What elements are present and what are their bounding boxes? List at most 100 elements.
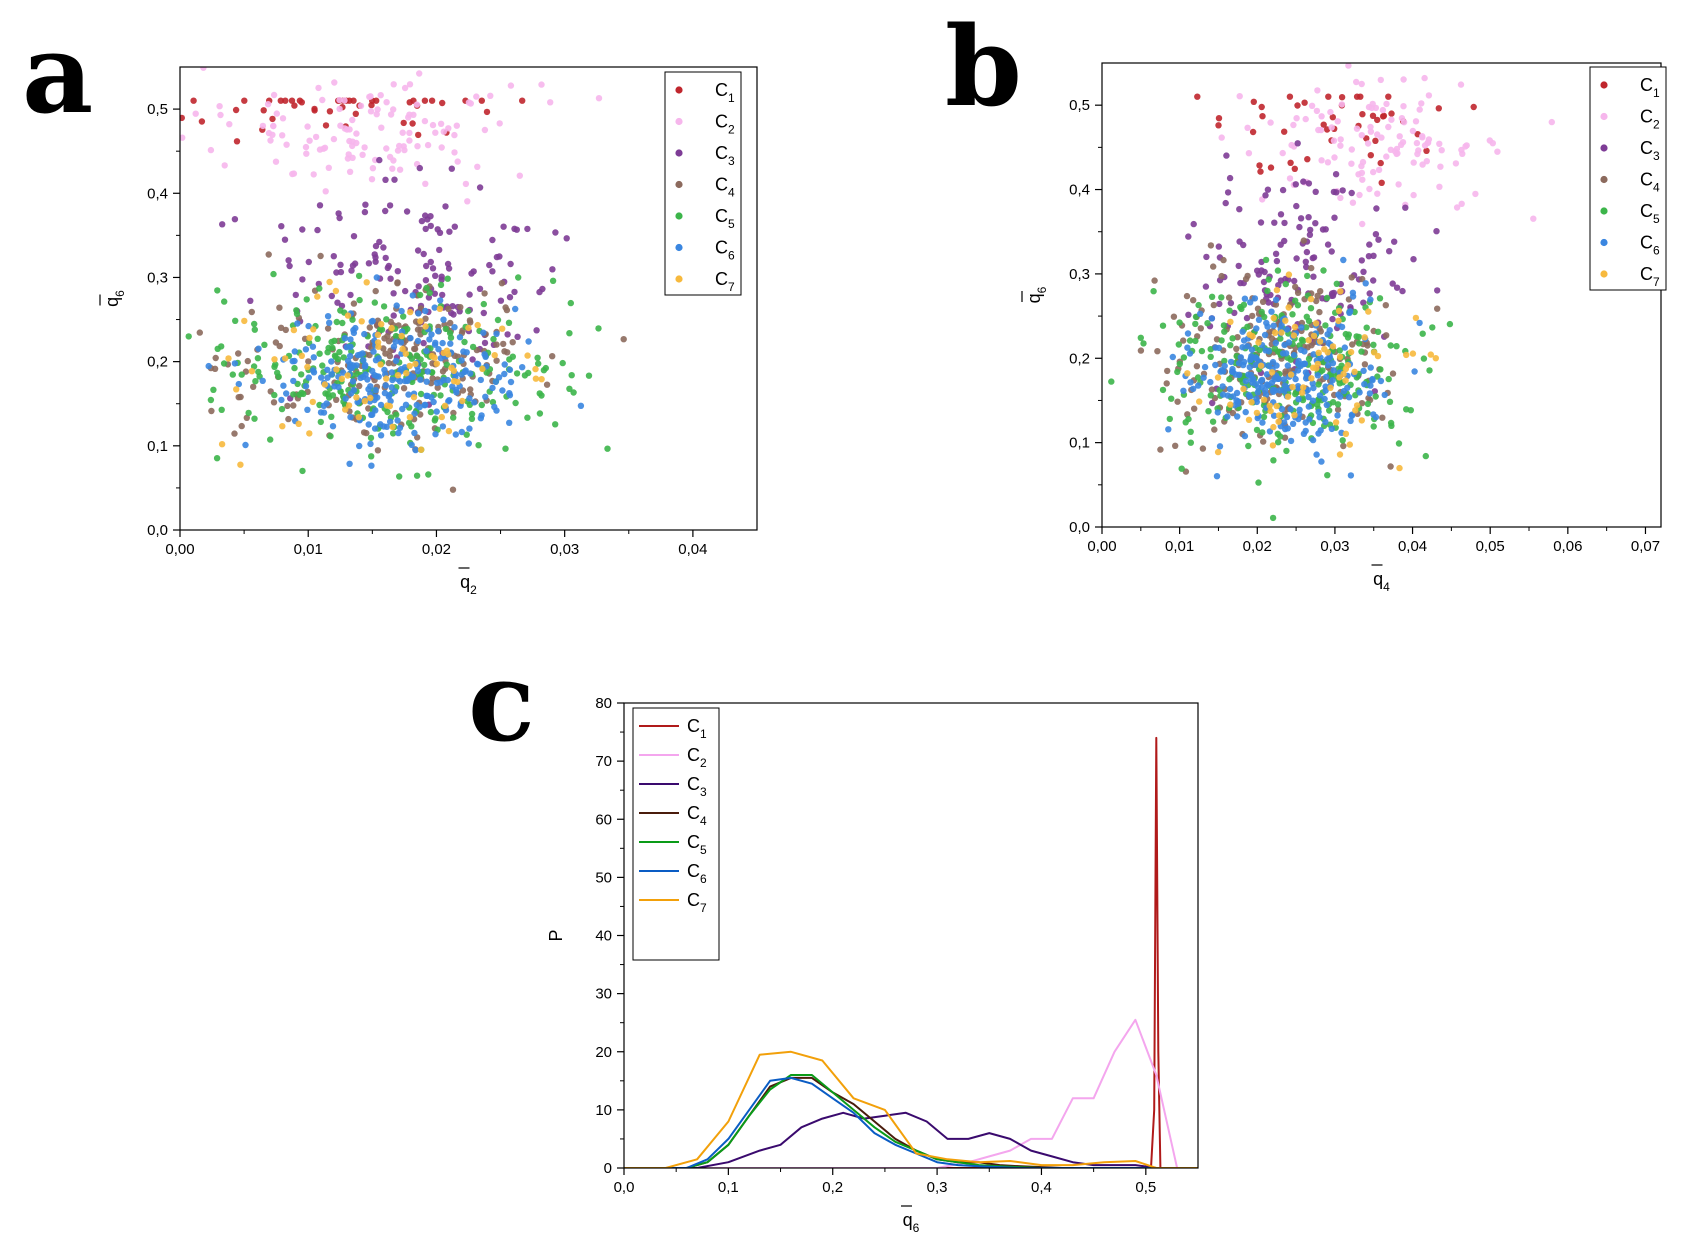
- scatter-point-b-c7: [1336, 353, 1344, 361]
- scatter-point-b-c6: [1207, 378, 1214, 386]
- x-tick-label: 0,03: [1320, 538, 1349, 555]
- legend-label: C4: [687, 803, 707, 828]
- scatter-point-a-c2: [216, 103, 223, 110]
- legend-label-sub: 6: [1653, 244, 1660, 258]
- scatter-point-b-c2: [1494, 148, 1501, 155]
- scatter-point-b-c5: [1393, 343, 1400, 350]
- x-axis-title-sub: 6: [913, 1221, 920, 1235]
- scatter-point-b-c6: [1323, 401, 1331, 409]
- scatter-point-a-c3: [466, 291, 473, 298]
- scatter-point-b-c7: [1427, 351, 1435, 358]
- scatter-point-a-c4: [384, 332, 391, 340]
- scatter-point-a-c6: [426, 336, 433, 343]
- scatter-point-b-c3: [1185, 233, 1192, 240]
- scatter-point-b-c6: [1248, 346, 1256, 353]
- scatter-point-b-c3: [1360, 268, 1367, 275]
- scatter-point-a-c6: [255, 345, 262, 352]
- scatter-point-a-c1: [478, 97, 485, 104]
- scatter-point-b-c6: [1280, 376, 1288, 383]
- x-tick-label: 0,0: [614, 1179, 635, 1196]
- scatter-point-a-c2: [343, 126, 351, 133]
- series-line-c-c6: [624, 1076, 1198, 1168]
- scatter-point-a-c5: [408, 355, 416, 362]
- scatter-point-a-c4: [445, 305, 452, 312]
- scatter-point-b-c6: [1233, 397, 1240, 404]
- scatter-point-b-c3: [1257, 219, 1265, 226]
- legend-label-main: C: [1640, 264, 1653, 284]
- scatter-point-b-c5: [1314, 401, 1321, 408]
- scatter-point-a-c2: [349, 116, 356, 124]
- scatter-point-a-c5: [252, 378, 259, 385]
- scatter-point-a-c3: [418, 217, 426, 225]
- scatter-point-b-c6: [1259, 419, 1266, 426]
- scatter-point-a-c2: [406, 137, 413, 144]
- scatter-point-a-c7: [465, 324, 472, 332]
- scatter-point-a-c6: [357, 374, 364, 382]
- scatter-point-a-c4: [394, 279, 401, 286]
- scatter-point-b-c6: [1197, 310, 1204, 317]
- scatter-point-b-c2: [1370, 168, 1377, 176]
- scatter-point-a-c5: [317, 418, 324, 426]
- scatter-point-b-c2: [1458, 200, 1465, 207]
- scatter-point-a-c2: [353, 130, 360, 137]
- scatter-point-b-c6: [1255, 384, 1262, 391]
- legend-label-sub: 3: [728, 154, 735, 168]
- scatter-point-a-c7: [353, 394, 360, 401]
- scatter-point-b-c1: [1359, 111, 1366, 118]
- scatter-point-b-c4: [1225, 294, 1233, 301]
- scatter-point-b-c7: [1270, 423, 1277, 431]
- scatter-point-b-c3: [1434, 287, 1441, 294]
- scatter-point-a-c4: [549, 353, 556, 360]
- scatter-point-a-c3: [281, 236, 289, 243]
- scatter-point-b-c5: [1320, 267, 1327, 274]
- panel-letter-b: b: [945, 2, 1022, 131]
- scatter-point-a-c7: [491, 352, 498, 359]
- scatter-point-a-c6: [372, 387, 379, 394]
- scatter-point-a-c3: [316, 202, 324, 209]
- scatter-point-b-c2: [1436, 140, 1443, 147]
- scatter-point-b-c7: [1196, 398, 1203, 405]
- scatter-point-a-c1: [326, 108, 334, 115]
- scatter-point-a-c5: [291, 364, 298, 372]
- scatter-point-b-c6: [1208, 315, 1216, 322]
- scatter-point-b-c7: [1332, 419, 1340, 426]
- scatter-point-a-c1: [277, 97, 284, 104]
- scatter-point-a-c5: [333, 318, 340, 326]
- scatter-point-b-c4: [1199, 445, 1207, 452]
- scatter-point-a-c5: [290, 391, 297, 398]
- scatter-point-b-c3: [1339, 187, 1346, 194]
- panel-b: b 0,00 0,01 0,02 0,03 0,04 0,05 0,06 0,07 0,0 0,1 0…: [945, 2, 1667, 594]
- scatter-point-b-c2: [1302, 115, 1309, 123]
- scatter-point-a-c2: [396, 166, 404, 173]
- scatter-point-b-c4: [1190, 297, 1197, 304]
- scatter-point-a-c5: [480, 300, 487, 308]
- scatter-point-a-c6: [283, 390, 290, 397]
- scatter-point-a-c2: [390, 81, 397, 88]
- scatter-point-a-c6: [381, 389, 389, 397]
- scatter-point-b-c5: [1218, 294, 1225, 301]
- scatter-point-a-c3: [386, 202, 394, 209]
- scatter-point-b-c3: [1216, 300, 1223, 308]
- scatter-point-a-c4: [502, 304, 509, 311]
- scatter-point-b-c5: [1315, 381, 1322, 388]
- scatter-point-a-c6: [310, 354, 317, 361]
- scatter-point-a-c2: [413, 101, 421, 108]
- legend-label-sub: 4: [1653, 181, 1660, 195]
- scatter-point-b-c5: [1329, 399, 1337, 406]
- y-axis-title-main: q: [1024, 293, 1044, 303]
- scatter-point-b-c2: [1286, 175, 1294, 182]
- scatter-point-a-c6: [347, 336, 354, 343]
- scatter-point-b-c2: [1418, 100, 1425, 107]
- scatter-point-b-c3: [1391, 238, 1398, 245]
- y-tick-label: 30: [595, 986, 612, 1003]
- scatter-point-b-c2: [1452, 160, 1460, 167]
- scatter-point-a-c5: [566, 330, 573, 337]
- scatter-point-b-c2: [1356, 191, 1363, 199]
- scatter-point-a-c6: [362, 361, 369, 369]
- scatter-point-b-c6: [1360, 367, 1367, 374]
- scatter-point-b-c3: [1366, 241, 1373, 248]
- scatter-point-b-c6: [1302, 375, 1310, 382]
- scatter-point-a-c7: [225, 355, 232, 362]
- scatter-point-a-c3: [305, 258, 312, 266]
